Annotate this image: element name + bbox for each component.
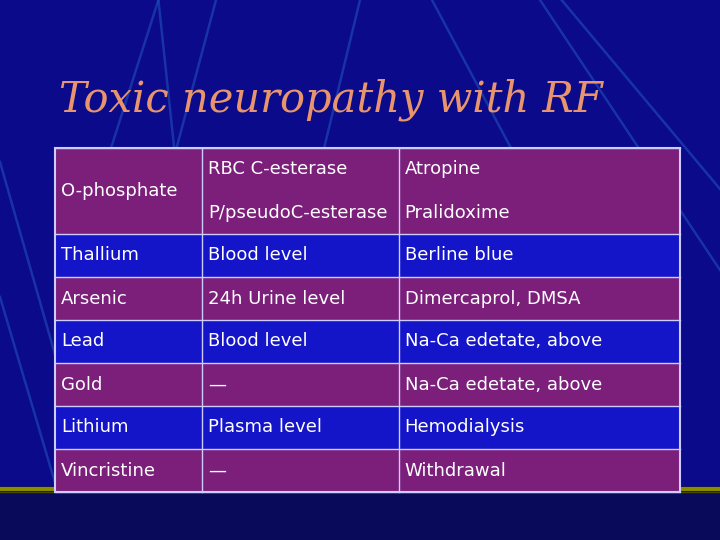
- Text: 24h Urine level: 24h Urine level: [208, 289, 346, 307]
- Bar: [0, 486, 720, 540]
- Text: Pralidoxime: Pralidoxime: [405, 204, 510, 221]
- Text: O-phosphate: O-phosphate: [61, 182, 178, 200]
- Text: Lead: Lead: [61, 333, 104, 350]
- Text: RBC C-esterase: RBC C-esterase: [208, 160, 347, 179]
- Text: Gold: Gold: [61, 375, 102, 394]
- Text: Vincristine: Vincristine: [61, 462, 156, 480]
- Text: Hemodialysis: Hemodialysis: [405, 418, 525, 436]
- Bar: [55, 320, 680, 363]
- Bar: [55, 148, 680, 234]
- Bar: [55, 363, 680, 406]
- Bar: [55, 406, 680, 449]
- Text: Na-Ca edetate, above: Na-Ca edetate, above: [405, 333, 602, 350]
- Text: —: —: [208, 462, 226, 480]
- Text: —: —: [208, 375, 226, 394]
- Text: Thallium: Thallium: [61, 246, 139, 265]
- Text: Lithium: Lithium: [61, 418, 128, 436]
- Text: Dimercaprol, DMSA: Dimercaprol, DMSA: [405, 289, 580, 307]
- Text: Blood level: Blood level: [208, 246, 307, 265]
- Text: Na-Ca edetate, above: Na-Ca edetate, above: [405, 375, 602, 394]
- Text: P/pseudoC-esterase: P/pseudoC-esterase: [208, 204, 387, 221]
- Bar: [55, 449, 680, 492]
- Text: Atropine: Atropine: [405, 160, 481, 179]
- Text: Arsenic: Arsenic: [61, 289, 127, 307]
- Bar: [55, 148, 680, 492]
- Bar: [55, 234, 680, 277]
- Text: Blood level: Blood level: [208, 333, 307, 350]
- Text: Toxic neuropathy with RF: Toxic neuropathy with RF: [59, 79, 603, 122]
- Text: Withdrawal: Withdrawal: [405, 462, 507, 480]
- Text: Plasma level: Plasma level: [208, 418, 322, 436]
- Bar: [55, 277, 680, 320]
- Text: Berline blue: Berline blue: [405, 246, 513, 265]
